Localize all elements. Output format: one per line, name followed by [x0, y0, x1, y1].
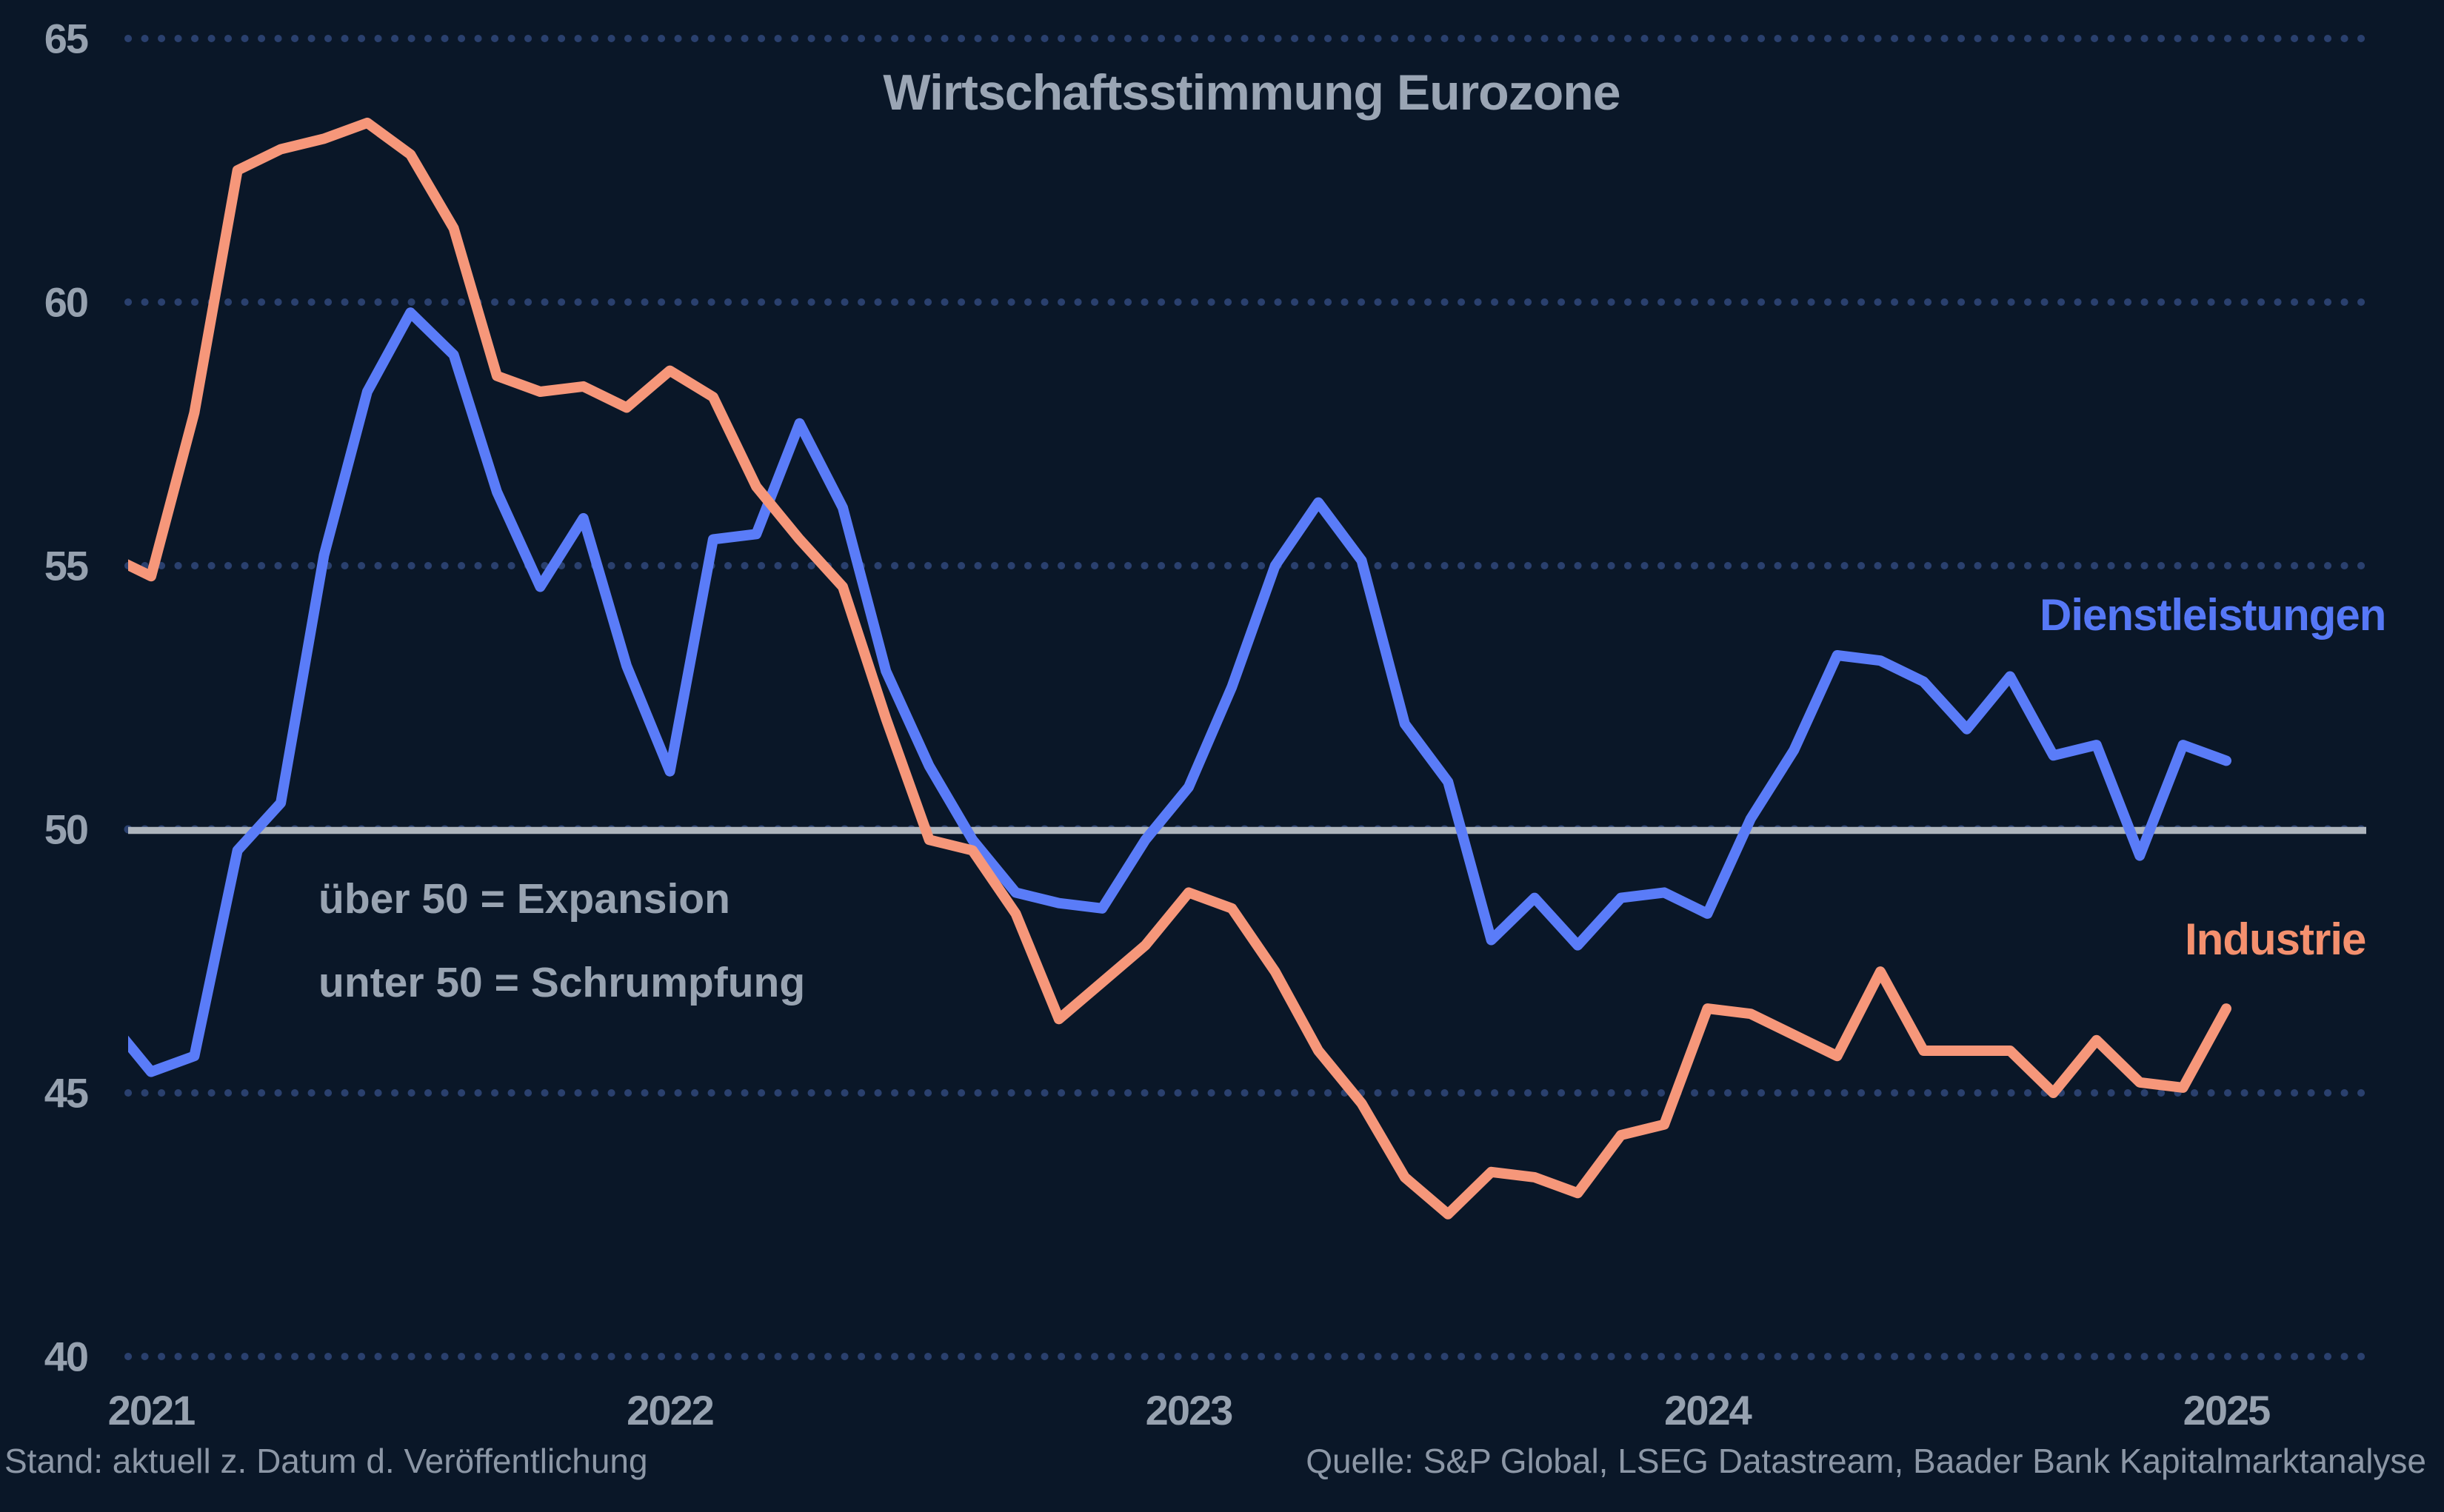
legend-label-industry: Industrie	[2185, 914, 2366, 964]
x-tick-2025: 2025	[2183, 1387, 2271, 1434]
x-tick-2021: 2021	[107, 1387, 196, 1434]
y-tick-45: 45	[44, 1069, 89, 1117]
reference-annotation: über 50 = Expansion unter 50 = Schrumpfu…	[318, 857, 805, 1025]
annotation-line-expansion: über 50 = Expansion	[318, 875, 730, 923]
chart-title: Wirtschaftsstimmung Eurozone	[883, 64, 1620, 121]
y-tick-60: 60	[44, 278, 89, 326]
x-tick-2023: 2023	[1145, 1387, 1234, 1434]
x-tick-2024: 2024	[1664, 1387, 1752, 1434]
y-tick-50: 50	[44, 806, 89, 853]
y-tick-55: 55	[44, 542, 89, 589]
y-tick-65: 65	[44, 15, 89, 62]
x-tick-2022: 2022	[627, 1387, 715, 1434]
legend-label-services: Dienstleistungen	[2040, 590, 2386, 640]
y-tick-40: 40	[44, 1333, 89, 1380]
footer-source-note: Quelle: S&P Global, LSEG Datastream, Baa…	[1306, 1442, 2426, 1480]
chart-line-industry	[128, 117, 2231, 1220]
chart-line-services	[128, 307, 2231, 1077]
footer-status-note: Stand: aktuell z. Datum d. Veröffentlich…	[4, 1442, 648, 1480]
annotation-line-contraction: unter 50 = Schrumpfung	[318, 959, 806, 1006]
